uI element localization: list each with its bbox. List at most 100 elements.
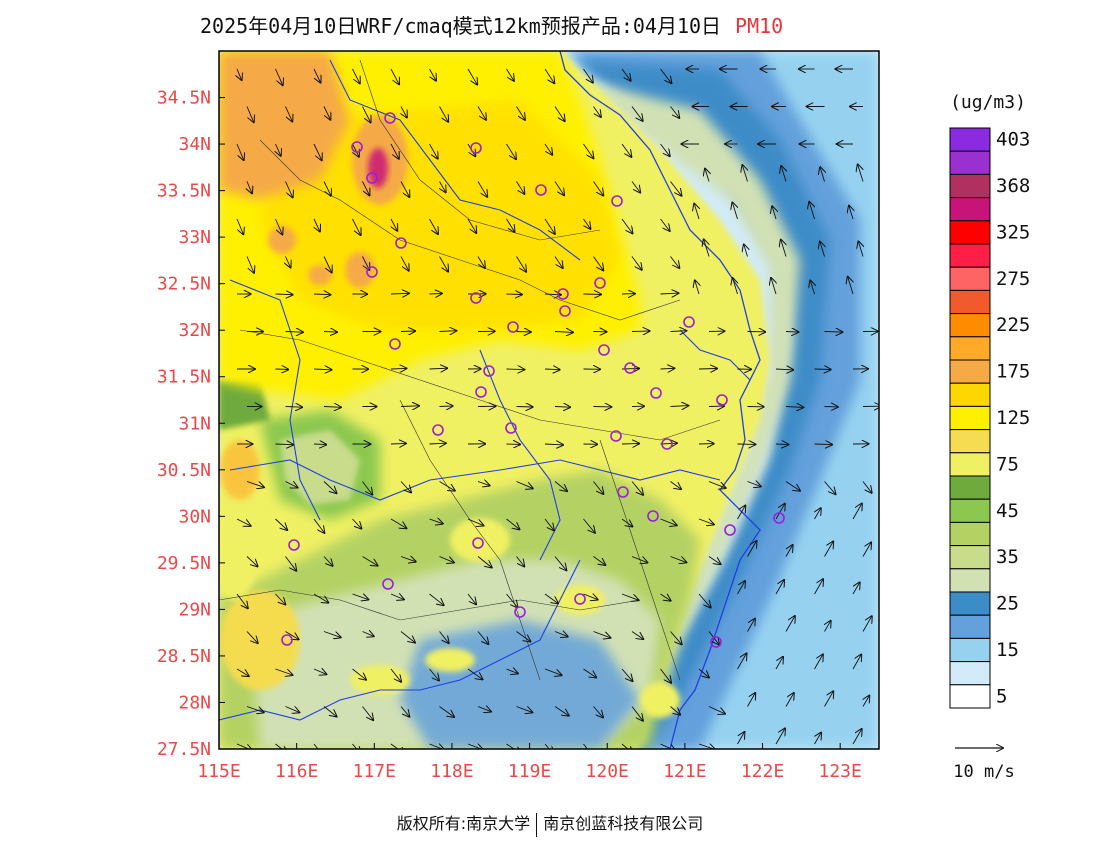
wind-arrow [516, 706, 533, 713]
wind-arrow [544, 68, 554, 83]
wind-arrow [810, 281, 814, 295]
wind-arrow [621, 218, 633, 233]
lon-label: 118E [430, 761, 473, 782]
wind-arrow [439, 256, 449, 272]
wind-arrow [275, 218, 283, 235]
lat-label: 28N [178, 692, 211, 713]
wind-arrow [506, 294, 522, 295]
wind-arrow [429, 519, 443, 524]
wind-arrow [275, 444, 294, 445]
wind-arrow [313, 743, 319, 749]
legend-swatch [949, 289, 991, 315]
wind-arrow [285, 407, 303, 408]
wind-arrow [275, 294, 293, 295]
wind-arrow [785, 332, 798, 333]
wind-arrow [660, 743, 676, 749]
wind-arrow [516, 106, 525, 120]
wind-arrow [390, 668, 401, 682]
wind-arrow [401, 106, 407, 118]
legend-label: 15 [996, 639, 1019, 661]
lon-label: 119E [508, 761, 551, 782]
lat-label: 29.5N [157, 553, 211, 574]
wind-arrow [477, 181, 487, 197]
wind-arrow [554, 106, 565, 122]
wind-arrow [849, 206, 853, 220]
wind-arrow [852, 729, 862, 745]
wind-arrow [400, 256, 409, 271]
legend-swatch [949, 313, 991, 338]
wind-arrow [477, 256, 485, 269]
wind-arrow [352, 518, 362, 529]
station-marker [505, 422, 517, 434]
wind-arrow [584, 218, 591, 229]
wind-arrow [815, 508, 821, 520]
lat-label: 31N [178, 413, 211, 434]
lon-label: 117E [353, 761, 396, 782]
wind-arrow [477, 106, 486, 120]
wind-arrow [429, 368, 448, 369]
station-marker [514, 606, 526, 618]
legend-swatch [949, 243, 991, 268]
station-marker [610, 430, 622, 442]
station-marker [683, 316, 695, 328]
title-text: 2025年04月10日WRF/cmaq模式12km预报产品:04月10日 [200, 14, 722, 38]
wind-arrow [285, 106, 293, 122]
wind-arrow [323, 706, 337, 717]
lat-label: 34N [178, 134, 211, 155]
legend-swatch [949, 336, 991, 361]
lon-label: 122E [741, 761, 784, 782]
wind-arrow [660, 668, 672, 683]
wind-arrow [323, 631, 341, 638]
wind-arrow [670, 481, 682, 490]
wind-arrow [583, 143, 594, 158]
wind-arrow [390, 518, 406, 528]
wind-arrow [593, 256, 604, 271]
wind-arrow [439, 631, 449, 644]
wind-arrow [467, 518, 484, 526]
wind-arrow [285, 707, 300, 713]
wind-arrow [737, 506, 746, 520]
station-marker [574, 593, 586, 605]
wind-arrow [744, 245, 748, 257]
wind-arrow [775, 369, 793, 370]
wind-arrow [313, 143, 322, 160]
wind-arrow [506, 593, 518, 607]
wind-arrow [775, 504, 785, 520]
wind-arrow [858, 165, 863, 182]
lat-label: 31.5N [157, 367, 211, 388]
wind-arrow [852, 582, 860, 595]
legend-label: 35 [996, 546, 1019, 568]
legend-swatch [949, 684, 991, 709]
wind-arrow [246, 631, 258, 644]
wind-arrow [583, 743, 588, 749]
wind-arrow [439, 706, 455, 718]
footer-right: 南京创蓝科技有限公司 [543, 814, 704, 833]
station-marker [389, 338, 401, 350]
wind-arrow [670, 331, 687, 332]
wind-arrow [439, 406, 453, 407]
wind-arrow [400, 181, 409, 198]
wind-arrow [390, 68, 399, 84]
legend-swatch [949, 591, 991, 616]
monitoring-stations [281, 112, 785, 648]
wind-arrow [390, 293, 409, 294]
wind-arrow [352, 218, 361, 235]
station-marker [366, 266, 378, 278]
wind-arrow [631, 481, 643, 495]
station-marker [507, 321, 519, 333]
legend-swatch [949, 521, 991, 547]
wind-arrow [670, 106, 680, 118]
wind-arrow [246, 106, 254, 123]
legend-swatch [949, 150, 991, 175]
station-marker [382, 578, 394, 590]
station-marker [384, 112, 396, 124]
wind-arrow [323, 256, 332, 273]
wind-arrow [313, 369, 332, 370]
wind-arrow [862, 543, 871, 557]
wind-arrow [705, 169, 709, 182]
wind-arrow [593, 706, 604, 718]
wind-arrow [506, 68, 514, 81]
wind-arrow [429, 668, 440, 681]
wind-arrow [390, 368, 407, 369]
wind-arrow [286, 256, 291, 268]
